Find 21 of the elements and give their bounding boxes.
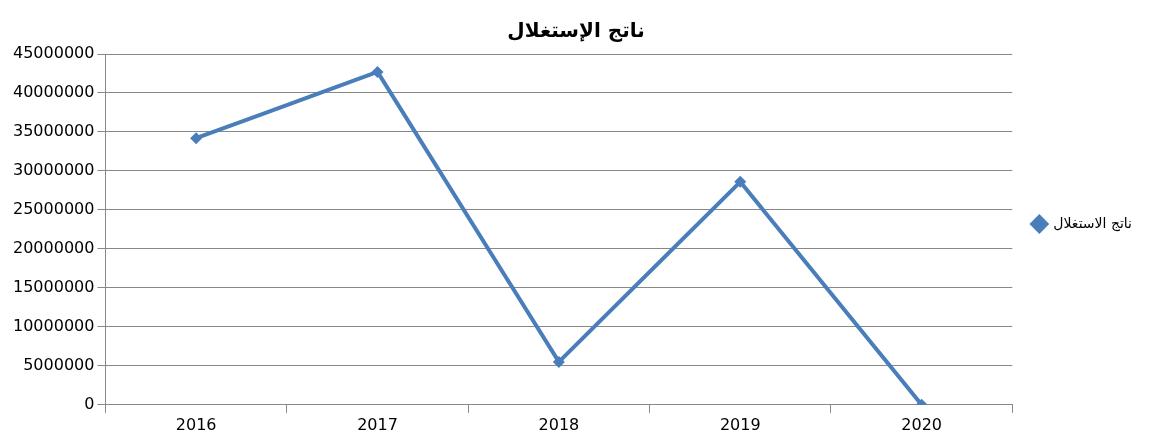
y-tick-label: 0 <box>84 393 95 413</box>
point <box>734 175 747 188</box>
y-tick-label: 20000000 <box>13 238 95 258</box>
x-tick-label: 2016 <box>175 414 217 434</box>
y-tick-label: 35000000 <box>13 121 95 141</box>
y-tick-label: 25000000 <box>13 199 95 219</box>
point <box>552 355 565 368</box>
y-tick-label: 5000000 <box>23 354 95 374</box>
x-tick-label: 2020 <box>901 414 943 434</box>
y-tick-label: 10000000 <box>13 316 95 335</box>
chart-title: ناتج الإستغلال <box>507 18 645 43</box>
x-tick-label: 2018 <box>538 414 580 434</box>
legend-label: ناتج الاستغلال <box>1053 214 1132 232</box>
point <box>371 65 384 78</box>
x-tick-label: 2019 <box>719 414 761 434</box>
y-tick-label: 30000000 <box>13 160 95 180</box>
point <box>190 132 203 145</box>
y-tick-label: 40000000 <box>13 82 95 102</box>
y-tick-label: 45000000 <box>13 43 95 63</box>
y-tick-label: 15000000 <box>13 277 95 297</box>
x-tick-label: 2017 <box>357 414 398 434</box>
